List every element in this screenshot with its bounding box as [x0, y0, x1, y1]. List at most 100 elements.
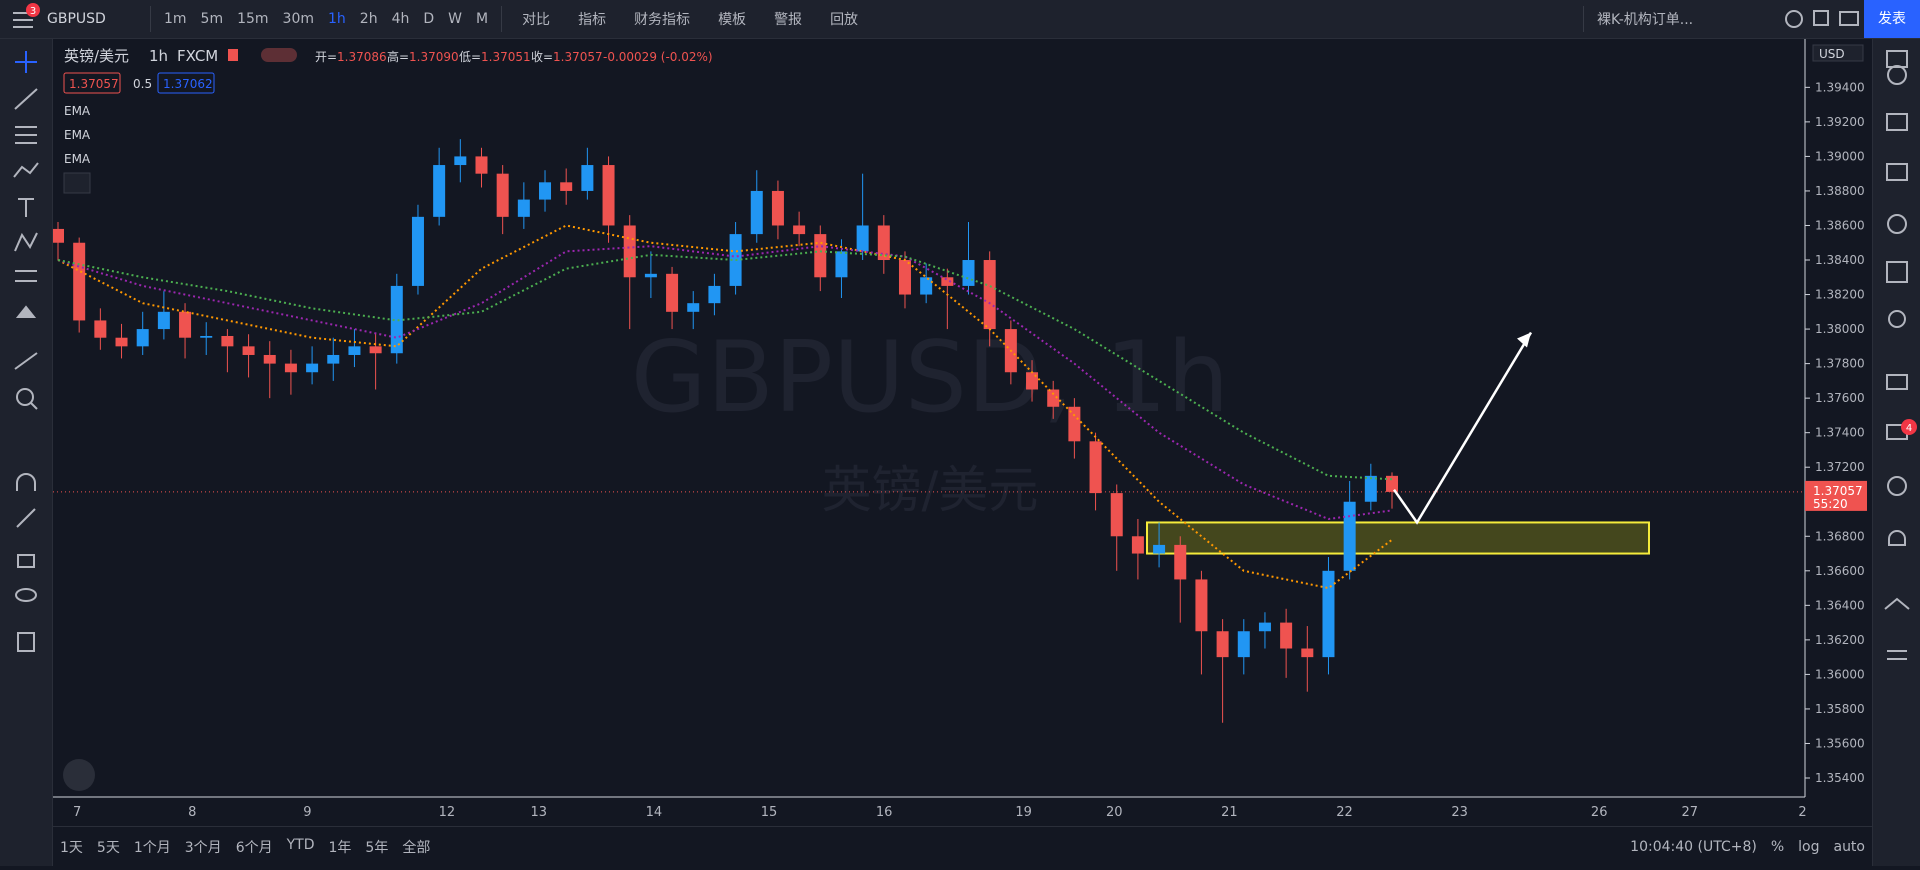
collapse [63, 172, 91, 194]
candle-body [1280, 622, 1293, 649]
x-tick-label: 21 [1221, 805, 1238, 820]
interval[interactable]: 30m [282, 11, 314, 27]
layout-name[interactable]: 裸K-机构订单... [1597, 12, 1694, 28]
range[interactable]: 全部 [402, 840, 431, 856]
x-tick-label: 23 [1451, 805, 1468, 820]
toolbar-button[interactable]: 回放 [830, 12, 859, 28]
candle-body [1026, 372, 1039, 390]
badge: 3 [30, 6, 36, 17]
candle-body [835, 251, 848, 278]
scale-option[interactable]: log [1798, 839, 1820, 855]
range[interactable]: YTD [286, 837, 315, 853]
candle-body [623, 225, 636, 278]
countdown: 55:20 [1813, 497, 1848, 511]
y-tick-label: 1.38400 [1815, 253, 1865, 267]
candle-body [602, 165, 615, 226]
candle-body [496, 173, 509, 217]
range[interactable]: 5年 [365, 840, 389, 856]
candle-body [708, 285, 721, 304]
toolbar-button[interactable]: 财务指标 [634, 12, 691, 28]
range[interactable]: 6个月 [235, 840, 273, 856]
watermark: 英镑/美元 [822, 461, 1039, 519]
interval[interactable]: D [423, 11, 435, 27]
x-tick-label: 26 [1591, 805, 1608, 820]
bid-box [63, 72, 121, 94]
badge: 4 [1906, 423, 1912, 434]
range[interactable]: 1年 [328, 840, 352, 856]
y-tick-label: 1.37400 [1815, 426, 1865, 440]
candle-body [517, 199, 530, 217]
candle-body [475, 156, 488, 174]
scale-option[interactable]: % [1770, 839, 1785, 855]
candle-body [941, 277, 954, 286]
interval[interactable]: 1m [164, 11, 187, 27]
scale-option[interactable]: auto [1833, 839, 1865, 855]
candle-body [200, 335, 213, 338]
legend-source: FXCM [177, 47, 218, 65]
x-tick-label: 16 [876, 805, 893, 820]
candle-body [1131, 536, 1144, 554]
clock: 10:04:40 (UTC+8) [1630, 839, 1757, 855]
candle-body [962, 260, 975, 286]
candle-body [1174, 544, 1187, 580]
toolbar-button[interactable]: 指标 [578, 12, 607, 28]
intervals: 1m 5m 15m 30m 1h 2h 4h D W M [157, 11, 495, 27]
widget-icons: 4 [1884, 50, 1917, 660]
publish-button[interactable]: 发表 [1864, 0, 1920, 38]
arrow [1392, 331, 1533, 525]
y-tick-label: 1.38800 [1815, 184, 1865, 198]
candle-body [73, 242, 86, 321]
tv-logo [63, 759, 95, 791]
candle-body [877, 225, 890, 261]
chart: USD 1.39400 1.39200 1.39000 1.38800 1.38600 1.… [53, 39, 1872, 820]
y-tick-label: 1.36000 [1815, 667, 1865, 681]
range[interactable]: 1天 [60, 840, 83, 856]
menu-icon[interactable]: 3 [0, 0, 40, 38]
range[interactable]: 5天 [96, 840, 120, 856]
candle-body [115, 337, 128, 347]
candle-body [687, 303, 700, 312]
interval[interactable]: M [475, 11, 489, 27]
range[interactable]: 3个月 [184, 840, 222, 856]
candle-body [411, 216, 424, 286]
candle-body [1322, 570, 1335, 658]
candle-body [983, 260, 996, 330]
candle-body [348, 346, 361, 355]
candle-body [1068, 406, 1081, 442]
interval[interactable]: 1h [328, 11, 346, 27]
candle-body [136, 329, 149, 347]
ema-line [57, 250, 1393, 481]
watermark: GBPUSD, 1h [631, 321, 1229, 435]
toggle [261, 48, 297, 62]
x-tick-label: 14 [646, 805, 663, 820]
scale-options: % log auto [1764, 839, 1872, 855]
interval[interactable]: 4h [391, 11, 410, 27]
candle-body [666, 273, 679, 312]
toolbar-button[interactable]: 模板 [718, 12, 747, 28]
y-tick-label: 1.39000 [1815, 149, 1865, 163]
ask: 1.37062 [163, 77, 213, 91]
interval[interactable]: W [448, 11, 462, 27]
toolbar-button[interactable]: 对比 [522, 12, 551, 28]
last-price-label: 1.37057 [1813, 484, 1863, 498]
y-tick-label: 1.38600 [1815, 218, 1865, 232]
interval[interactable]: 15m [237, 11, 269, 27]
candle-body [284, 363, 297, 373]
ohlc-label: 收= [531, 50, 553, 64]
range[interactable]: 1个月 [133, 840, 171, 856]
y-tick-label: 1.38200 [1815, 288, 1865, 302]
y-tick-label: 1.37800 [1815, 357, 1865, 371]
left-toolbar [0, 39, 53, 866]
symbol[interactable]: GBPUSD [47, 11, 106, 27]
arrow-head [1517, 332, 1531, 348]
y-tick-label: 1.35600 [1815, 736, 1865, 750]
legend-name: 英镑/美元 [64, 47, 129, 65]
ohlc-value: 1.37051 [481, 50, 531, 64]
interval[interactable]: 2h [359, 11, 378, 27]
ohlc-label: 开= [315, 50, 337, 64]
toolbar-button[interactable]: 警报 [774, 12, 803, 28]
indicator: EMA [64, 128, 91, 142]
candle-body [1047, 389, 1060, 407]
interval[interactable]: 5m [200, 11, 224, 27]
candle-body [263, 354, 276, 364]
